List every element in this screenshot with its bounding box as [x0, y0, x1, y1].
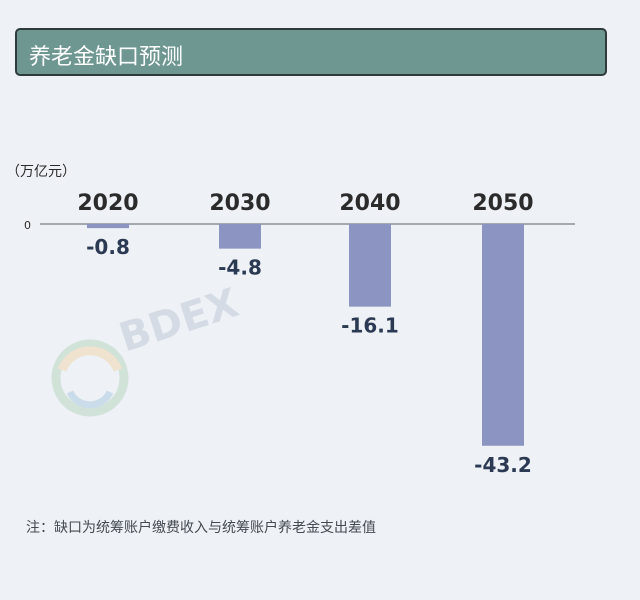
category-label-2030: 2030 [209, 191, 270, 216]
value-label-2050: -43.2 [474, 453, 532, 477]
chart-title-banner: 养老金缺口预测 [15, 28, 607, 76]
bar-2030 [219, 224, 261, 249]
category-label-2040: 2040 [339, 191, 400, 216]
footnote: 注：缺口为统筹账户缴费收入与统筹账户养老金支出差值 [26, 520, 376, 536]
bar-2050 [482, 224, 524, 446]
value-label-2030: -4.8 [218, 256, 262, 280]
category-label-2050: 2050 [472, 191, 533, 216]
value-label-2040: -16.1 [341, 314, 399, 338]
y-axis-zero-tick: 0 [24, 219, 31, 232]
bar-2020 [87, 224, 129, 229]
chart-title: 养老金缺口预测 [29, 45, 184, 70]
value-label-2020: -0.8 [86, 235, 130, 259]
bar-2040 [349, 224, 391, 307]
svg-text:BDEX: BDEX [114, 280, 244, 361]
y-axis-unit-label: （万亿元） [6, 164, 76, 180]
category-label-2020: 2020 [77, 191, 138, 216]
bdex-watermark-logo: BDEX [51, 280, 244, 417]
